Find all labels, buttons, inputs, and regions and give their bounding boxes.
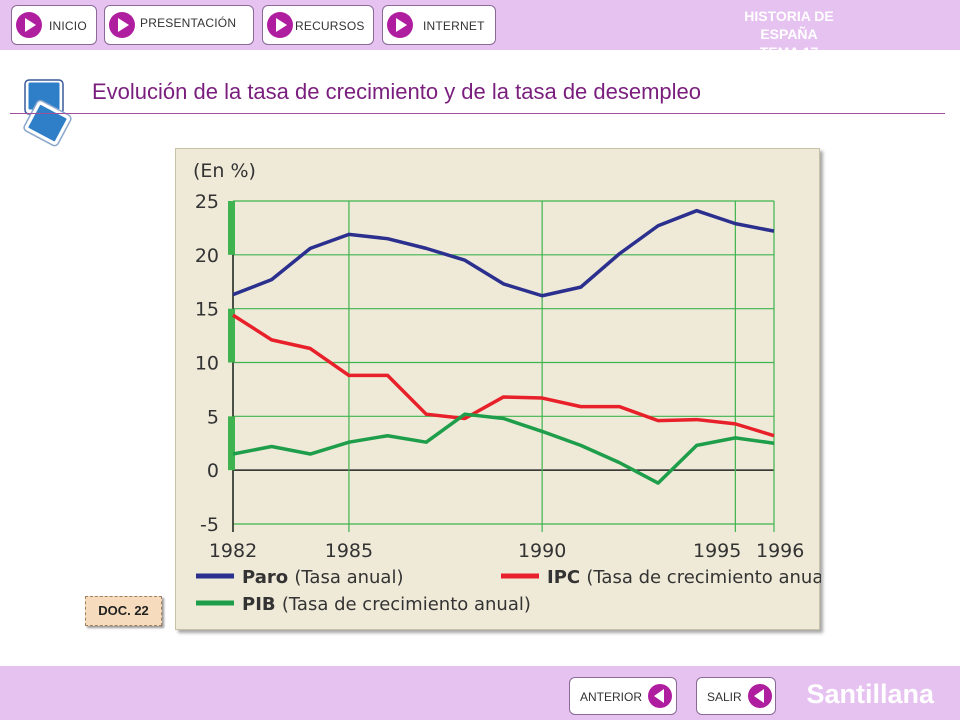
nav-presentacion-button[interactable]: PRESENTACIÓN	[104, 5, 254, 45]
course-title: HISTORIA DE ESPAÑA	[744, 8, 834, 42]
y-tick-label: 0	[207, 460, 219, 482]
y-tick-label: 20	[195, 245, 219, 267]
y-tick-label: 25	[195, 191, 219, 213]
title-divider	[10, 113, 945, 114]
play-arrow-icon	[267, 12, 293, 38]
course-topic: TEMA 17	[759, 44, 819, 60]
nav-inicio-button[interactable]: INICIO	[11, 5, 97, 45]
chart-legend: Paro (Tasa anual) IPC (Tasa de crecimient…	[196, 567, 821, 615]
play-arrow-icon	[109, 12, 135, 38]
anterior-label: ANTERIOR	[580, 690, 643, 704]
legend-label-pib: PIB (Tasa de crecimiento anual)	[242, 594, 531, 615]
chart-panel: 25 20 15 10 5 0 -5 1982 1985 1990 1995 1996 (En %) P…	[175, 148, 821, 630]
play-arrow-icon	[387, 12, 413, 38]
course-header: HISTORIA DE ESPAÑA TEMA 17	[714, 7, 864, 61]
legend-label-ipc: IPC (Tasa de crecimiento anual)	[547, 567, 821, 588]
x-tick-label: 1985	[325, 540, 373, 562]
brand-logo: Santillana	[806, 679, 934, 709]
series-line-paro	[232, 208, 775, 298]
chart-axes: 25 20 15 10 5 0 -5 1982 1985 1990 1995 1996 (En %)	[193, 160, 804, 562]
x-tick-label: 1995	[693, 540, 741, 562]
y-tick-label: 10	[195, 353, 219, 375]
slides-icon	[23, 79, 72, 147]
y-tick-label: 5	[207, 406, 219, 428]
y-axis-band	[228, 201, 235, 255]
y-axis-label: (En %)	[193, 160, 256, 182]
salir-label: SALIR	[707, 690, 742, 704]
line-chart: 25 20 15 10 5 0 -5 1982 1985 1990 1995 1996 (En %) P…	[193, 160, 821, 615]
y-axis-band	[228, 308, 235, 363]
anterior-button[interactable]: ANTERIOR	[569, 677, 677, 715]
x-tick-label: 1990	[518, 540, 566, 562]
series-line-ipc	[232, 313, 775, 438]
nav-internet-button[interactable]: INTERNET	[382, 5, 496, 45]
chart-series	[232, 208, 775, 485]
back-arrow-icon	[748, 684, 772, 708]
nav-presentacion-label: PRESENTACIÓN	[140, 16, 237, 30]
nav-inicio-label: INICIO	[49, 19, 87, 33]
x-tick-label: 1982	[209, 540, 257, 562]
page-title: Evolución de la tasa de crecimiento y de…	[92, 79, 702, 104]
nav-internet-label: INTERNET	[423, 19, 485, 33]
x-tick-label: 1996	[756, 540, 804, 562]
play-arrow-icon	[16, 12, 42, 38]
document-label: DOC. 22	[85, 596, 162, 626]
back-arrow-icon	[648, 684, 672, 708]
chart-grid	[232, 200, 775, 532]
salir-button[interactable]: SALIR	[696, 677, 776, 715]
y-tick-label: 15	[195, 299, 219, 321]
legend-label-paro: Paro (Tasa anual)	[242, 567, 403, 588]
y-axis-band	[228, 416, 235, 471]
y-tick-label: -5	[200, 514, 219, 536]
nav-recursos-button[interactable]: RECURSOS	[262, 5, 374, 45]
nav-recursos-label: RECURSOS	[295, 19, 365, 33]
bottom-bar	[0, 666, 960, 720]
series-line-pib	[232, 412, 775, 485]
